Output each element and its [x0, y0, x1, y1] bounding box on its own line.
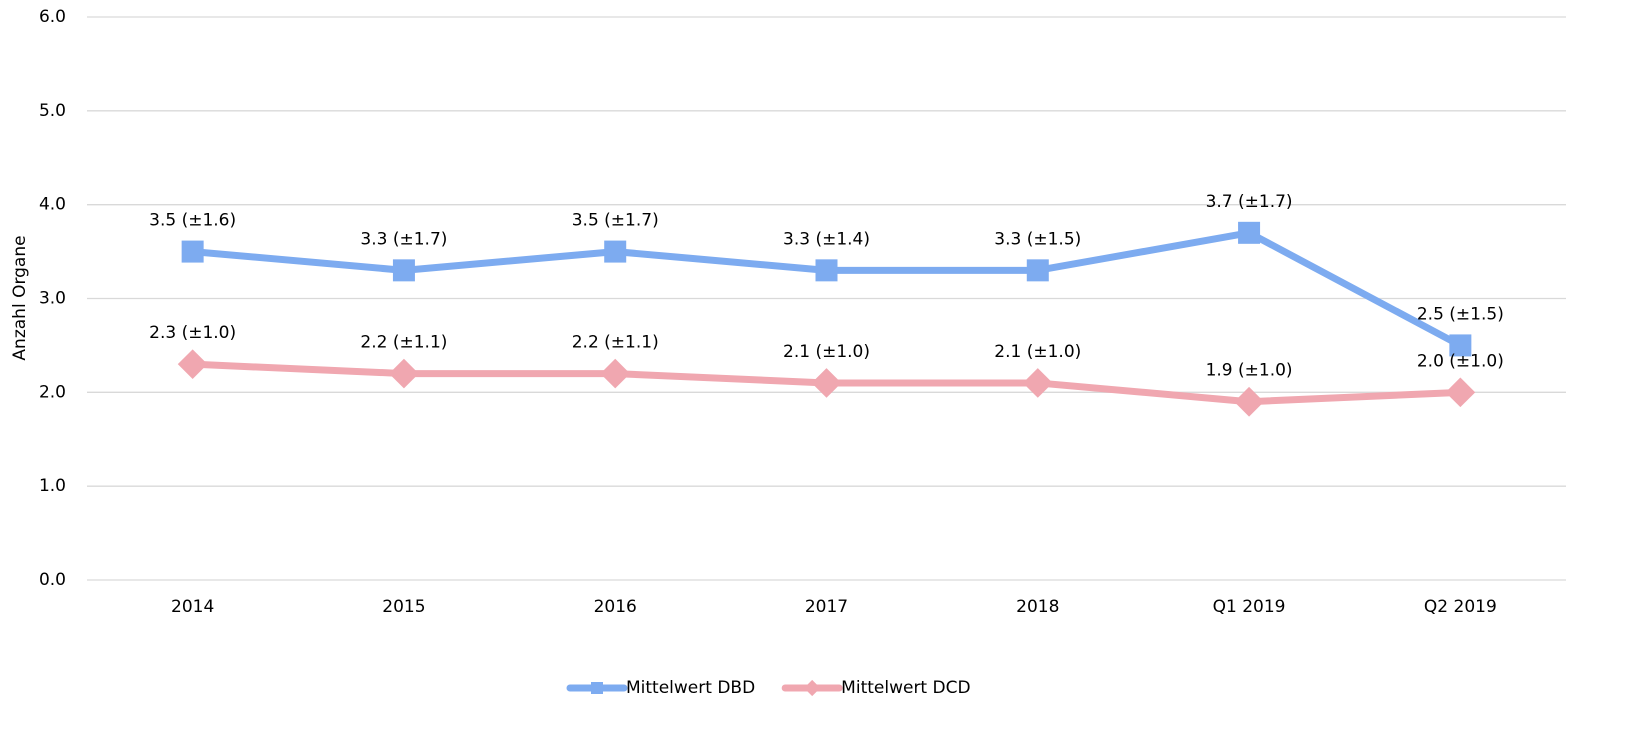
x-tick-label: Q1 2019 [1213, 597, 1286, 617]
y-tick-label: 0.0 [39, 570, 66, 590]
data-label: 3.5 (±1.6) [149, 211, 236, 231]
x-tick-label: 2014 [171, 597, 214, 617]
marker [591, 682, 603, 694]
marker [392, 259, 415, 282]
marker [177, 349, 208, 380]
marker [600, 358, 631, 389]
data-label: 2.0 (±1.0) [1417, 351, 1504, 371]
x-tick-label: 2018 [1016, 597, 1059, 617]
data-label: 3.7 (±1.7) [1206, 192, 1293, 212]
marker [389, 358, 419, 389]
data-label: 2.2 (±1.1) [360, 333, 447, 353]
x-tick-label: 2015 [382, 597, 425, 617]
marker [1026, 259, 1049, 282]
legend-label: Mittelwert DBD [626, 678, 755, 698]
data-label: 2.3 (±1.0) [149, 323, 236, 343]
data-label: 2.1 (±1.0) [994, 342, 1081, 362]
y-axis-label: Anzahl Organe [10, 235, 30, 360]
x-tick-label: 2016 [594, 597, 637, 617]
series-line [192, 229, 1463, 349]
data-label: 2.1 (±1.0) [783, 342, 870, 362]
y-tick-label: 1.0 [39, 476, 66, 496]
y-tick-label: 5.0 [39, 101, 66, 121]
y-tick-label: 3.0 [39, 289, 66, 309]
data-label: 3.3 (±1.5) [994, 229, 1081, 249]
marker [804, 679, 821, 697]
marker [1238, 221, 1261, 244]
legend-label: Mittelwert DCD [841, 678, 970, 698]
marker [1445, 377, 1476, 408]
x-tick-label: Q2 2019 [1424, 597, 1497, 617]
marker [1022, 368, 1053, 398]
marker [604, 240, 627, 263]
y-tick-label: 6.0 [39, 7, 66, 27]
data-label: 3.3 (±1.4) [783, 229, 870, 249]
marker [815, 259, 838, 282]
x-tick-label: 2017 [805, 597, 848, 617]
y-tick-label: 2.0 [39, 382, 66, 402]
data-label: 2.2 (±1.1) [572, 333, 659, 353]
marker [181, 240, 204, 263]
marker [811, 368, 842, 398]
data-label: 3.3 (±1.7) [360, 229, 447, 249]
data-label: 3.5 (±1.7) [572, 211, 659, 231]
y-tick-label: 4.0 [39, 195, 66, 215]
marker [1449, 334, 1472, 357]
data-label: 2.5 (±1.5) [1417, 304, 1504, 324]
marker [1234, 386, 1264, 417]
data-label: 1.9 (±1.0) [1206, 361, 1293, 381]
